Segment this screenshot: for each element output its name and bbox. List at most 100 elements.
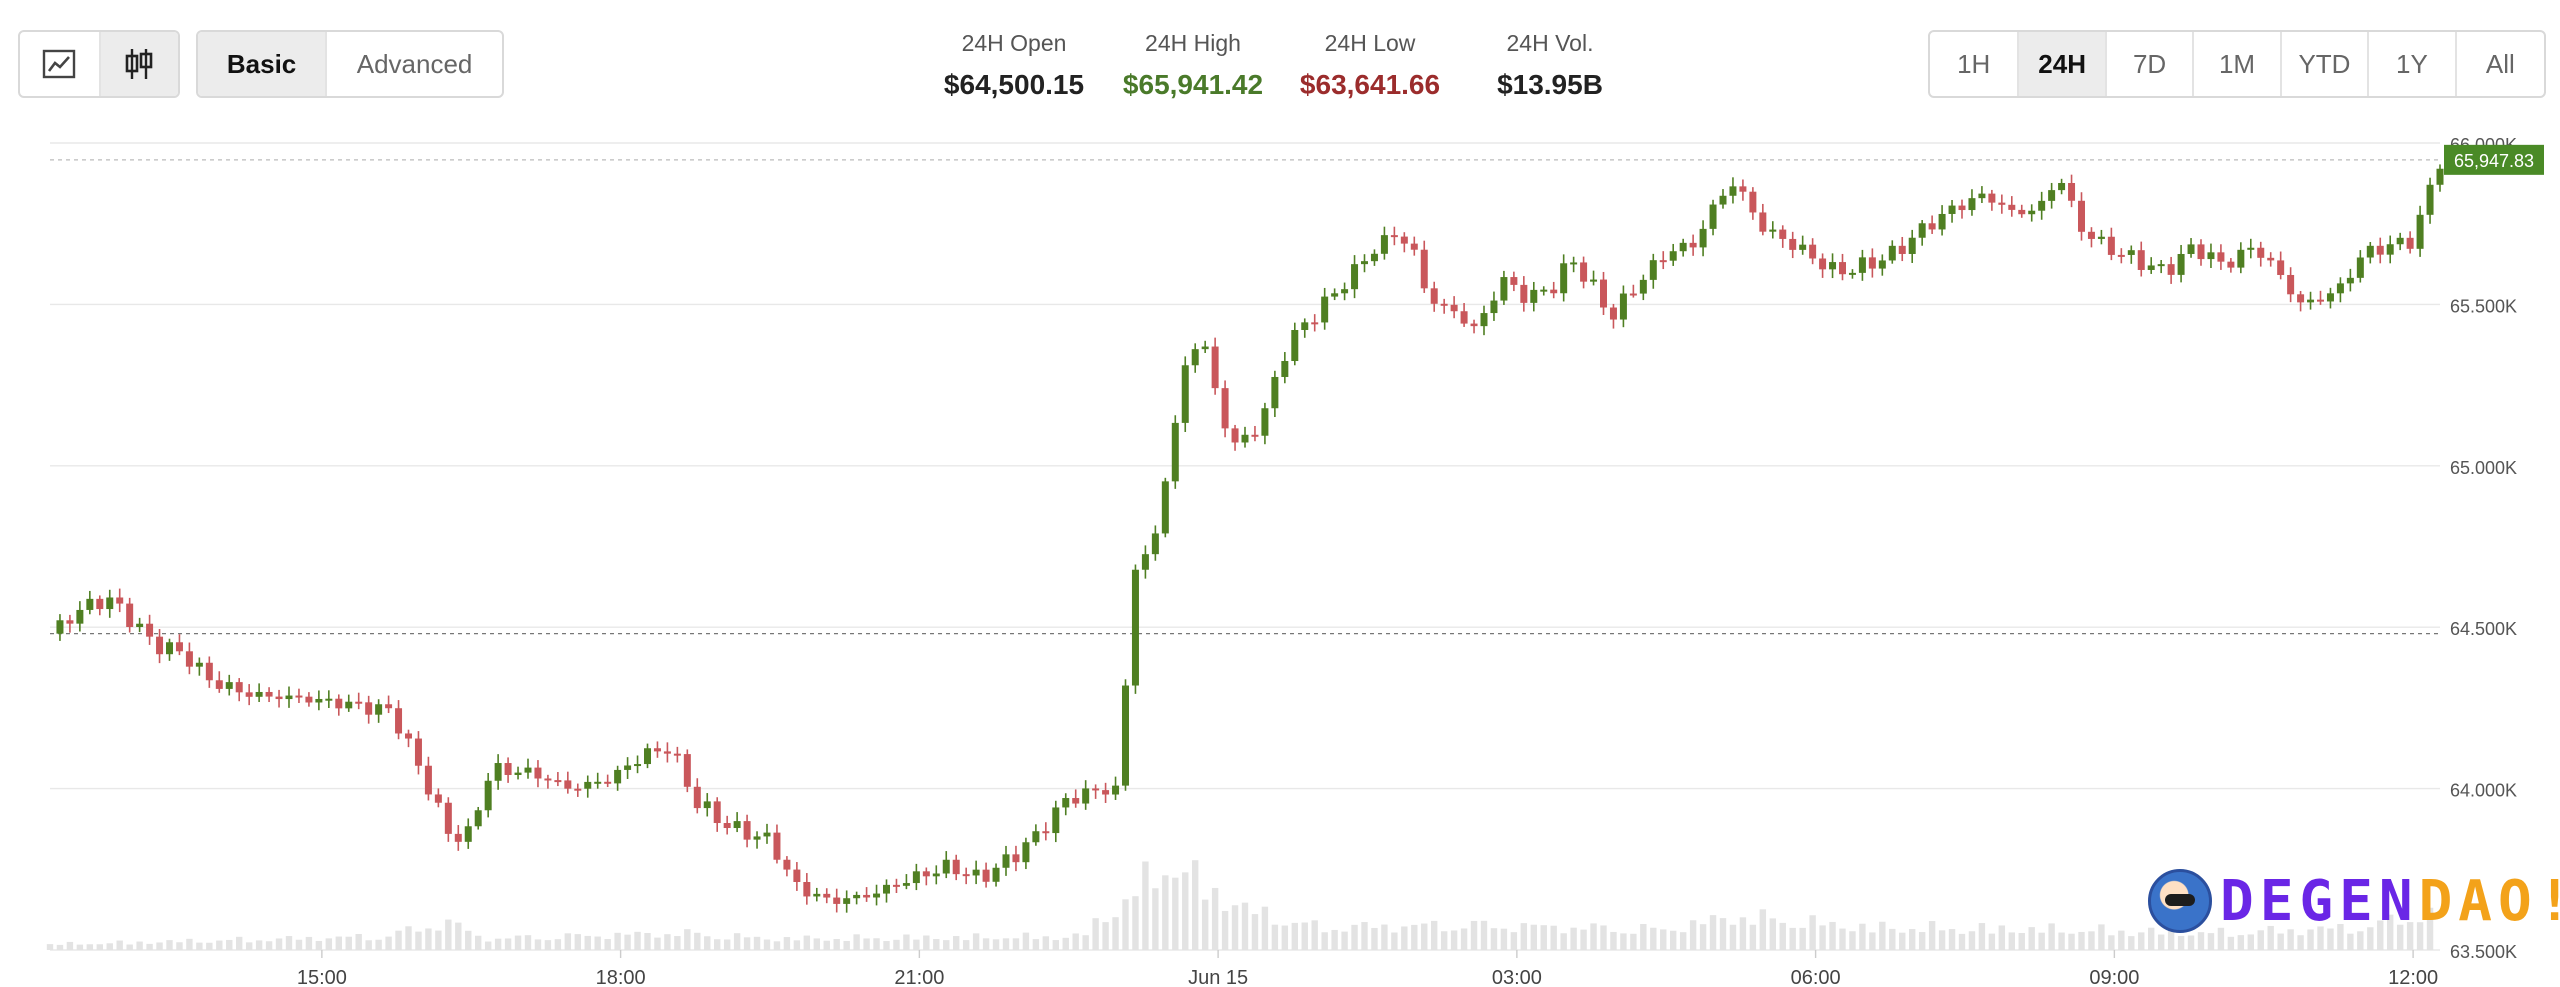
volume-bar [216, 940, 223, 950]
volume-bar [1231, 905, 1239, 950]
candle-body [1002, 854, 1010, 868]
x-tick-label: 09:00 [2089, 967, 2139, 987]
x-tick-label: 18:00 [596, 967, 646, 987]
candle-body [1370, 253, 1378, 262]
basic-mode-button[interactable]: Basic [198, 32, 326, 96]
volume-bar [654, 937, 661, 950]
volume-bar [1879, 921, 1886, 950]
volume-bar [2157, 934, 2165, 950]
volume-bar [723, 939, 731, 950]
volume-bar [953, 936, 960, 950]
logo-text-dao: DAO! [2418, 868, 2560, 934]
volume-bar [1261, 906, 1269, 950]
volume-bar [1012, 938, 1020, 950]
volume-bar [345, 936, 352, 950]
candle-body [2078, 200, 2085, 232]
candle-body [2217, 252, 2225, 262]
x-tick-label: Jun 15 [1188, 967, 1248, 987]
candle-body [922, 871, 930, 877]
candle-body [335, 698, 343, 709]
range-all-button[interactable]: All [2454, 32, 2544, 96]
candle-body [1400, 236, 1408, 244]
candle-body [683, 754, 691, 787]
candle-body [1629, 293, 1637, 296]
volume-bar [1610, 931, 1617, 950]
advanced-mode-button[interactable]: Advanced [325, 32, 502, 96]
candle-body [1510, 277, 1518, 285]
volume-bar [1072, 933, 1079, 950]
candle-body [1470, 323, 1478, 327]
candle-body [2307, 299, 2315, 303]
volume-bar [275, 938, 283, 950]
candle-body [1998, 202, 2006, 205]
volume-bar [1431, 920, 1438, 950]
stat-value: $63,641.66 [1299, 69, 1441, 100]
candle-body [1639, 279, 1647, 294]
volume-bar [1709, 915, 1717, 950]
volume-bar [1679, 932, 1687, 950]
volume-bar [504, 938, 512, 950]
candle-body [1102, 790, 1110, 795]
current-price-tag [2444, 144, 2544, 175]
candle-body [1829, 262, 1837, 270]
volume-bar [2108, 935, 2115, 950]
volume-bar [2197, 932, 2205, 950]
candle-body [245, 692, 253, 697]
volume-bar [56, 944, 64, 950]
candle-body [1112, 785, 1120, 795]
volume-bar [445, 919, 452, 950]
range-1h-button[interactable]: 1H [1957, 48, 1991, 79]
candle-body [1480, 313, 1488, 327]
candle-body [932, 873, 940, 877]
volume-bar [325, 938, 333, 950]
volume-bar [2018, 933, 2025, 950]
volume-bar [245, 942, 253, 950]
candle-body [434, 794, 442, 803]
candle-body [2366, 245, 2374, 258]
candle-body [594, 781, 602, 784]
volume-bar [1729, 924, 1737, 950]
candle-body [1928, 223, 1936, 230]
candle-body [1052, 807, 1060, 834]
candle-body [156, 636, 164, 655]
volume-bar [1281, 925, 1289, 950]
volume-bar [295, 939, 303, 950]
volume-bar [544, 940, 552, 950]
time-range-selector: 1H 24H 7D 1M YTD 1Y All [1928, 30, 2546, 98]
candle-body [992, 867, 1000, 882]
volume-bar [1002, 938, 1010, 950]
candle-body [624, 765, 632, 770]
volume-bar [2088, 931, 2095, 950]
candle-body [713, 801, 721, 824]
volume-bar [1301, 922, 1308, 950]
range-7d-button[interactable]: 7D [2104, 32, 2192, 96]
candle-body [2436, 168, 2444, 185]
volume-bar [1570, 927, 1577, 950]
volume-bar [2227, 936, 2235, 950]
current-price-label: 65,947.83 [2454, 151, 2534, 171]
range-24h-button[interactable]: 24H [2017, 32, 2105, 96]
stat-label: 24H High [1145, 30, 1241, 56]
candle-body [1211, 346, 1219, 389]
volume-bar [375, 939, 382, 950]
candle-body [733, 821, 741, 829]
range-ytd-button[interactable]: YTD [2279, 32, 2367, 96]
candle-body [1918, 223, 1926, 238]
line-chart-button[interactable] [20, 32, 99, 96]
x-tick-label: 12:00 [2388, 967, 2438, 987]
range-1y-button[interactable]: 1Y [2367, 32, 2454, 96]
candle-body [574, 788, 582, 791]
volume-bar [2138, 932, 2145, 950]
volume-bar [514, 935, 522, 950]
candle-body [2068, 182, 2076, 201]
volume-bar [136, 941, 143, 950]
volume-bar [2347, 933, 2354, 950]
volume-bar [1849, 931, 1856, 950]
volume-bar [1968, 931, 1976, 950]
candlestick-button[interactable] [98, 32, 178, 96]
candle-body [2356, 257, 2364, 278]
volume-bar [425, 928, 432, 950]
candle-body [614, 769, 622, 784]
range-1m-button[interactable]: 1M [2192, 32, 2279, 96]
